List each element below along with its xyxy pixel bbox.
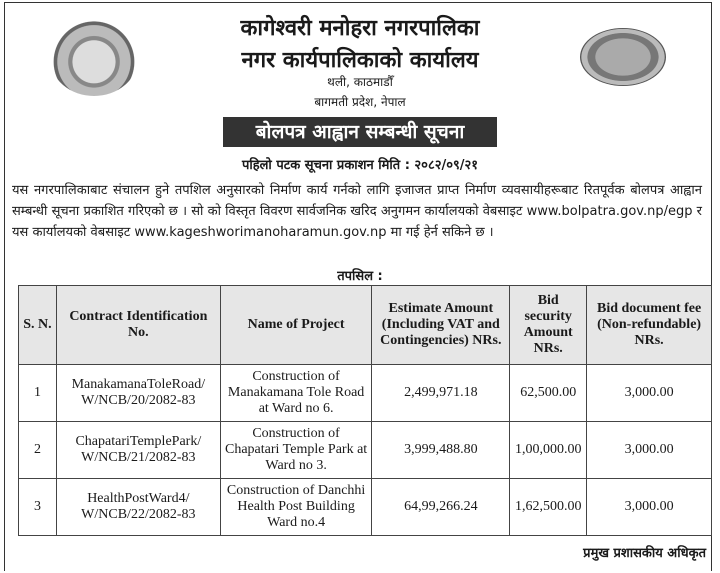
notice-title: बोलपत्र आह्वान सम्बन्धी सूचना (223, 117, 497, 147)
header-contract-id: Contract Identification No. (55, 285, 221, 365)
table-row: 3 HealthPostWard4/ W/NCB/22/2082-83 Constr… (18, 478, 712, 536)
table-row: 2 ChapatariTemplePark/ W/NCB/21/2082-83 Co… (18, 421, 712, 479)
cell-bid-security: 1,62,500.00 (509, 478, 588, 536)
header-estimate-amount: Estimate Amount (Including VAT and Conti… (371, 285, 511, 365)
office-name: नगर कार्यपालिकाको कार्यालय (241, 48, 479, 73)
cell-sn: 2 (18, 421, 57, 479)
table-row: 1 ManakamanaToleRoad/ W/NCB/20/2082-83 Con… (18, 364, 712, 422)
cell-project-name: Construction of Manakamana Tole Road at … (219, 364, 373, 422)
cell-contract-id: ChapatariTemplePark/ W/NCB/21/2082-83 (55, 421, 221, 479)
municipality-seal-logo (580, 28, 666, 86)
header-bid-security: Bid security Amount NRs. (509, 285, 588, 365)
government-emblem-logo (50, 20, 138, 96)
cell-bid-security: 1,00,000.00 (509, 421, 588, 479)
cell-bid-fee: 3,000.00 (586, 478, 712, 536)
cell-contract-id: HealthPostWard4/ W/NCB/22/2082-83 (55, 478, 221, 536)
municipality-name: कागेश्वरी मनोहरा नगरपालिका (240, 16, 480, 41)
cell-estimate-amount: 3,999,488.80 (371, 421, 511, 479)
header-project-name: Name of Project (219, 285, 373, 365)
header-bid-fee: Bid document fee (Non-refundable) NRs. (586, 285, 712, 365)
cell-project-name: Construction of Chapatari Temple Park at… (219, 421, 373, 479)
notice-body: यस नगरपालिकाबाट संचालन हुने तपशिल अनुसार… (12, 183, 702, 240)
table-header-row: S. N. Contract Identification No. Name o… (18, 285, 712, 365)
cell-project-name: Construction of Danchhi Health Post Buil… (219, 478, 373, 536)
contracts-table: S. N. Contract Identification No. Name o… (18, 285, 712, 536)
cell-contract-id: ManakamanaToleRoad/ W/NCB/20/2082-83 (55, 364, 221, 422)
notice-border (4, 2, 712, 571)
table-caption: तपसिल : (337, 269, 383, 284)
cell-estimate-amount: 64,99,266.24 (371, 478, 511, 536)
cell-estimate-amount: 2,499,971.18 (371, 364, 511, 422)
cell-sn: 3 (18, 478, 57, 536)
cell-bid-fee: 3,000.00 (586, 364, 712, 422)
cell-bid-fee: 3,000.00 (586, 421, 712, 479)
cell-sn: 1 (18, 364, 57, 422)
signature: प्रमुख प्रशासकीय अधिकृत (583, 546, 706, 561)
header-sn: S. N. (18, 285, 57, 365)
address-line-1: थली, काठमाडौँ (327, 75, 393, 89)
address-line-2: बागमती प्रदेश, नेपाल (314, 95, 406, 109)
cell-bid-security: 62,500.00 (509, 364, 588, 422)
publish-date: पहिलो पटक सूचना प्रकाशन मिति : २०८२/०९/२… (241, 158, 479, 173)
